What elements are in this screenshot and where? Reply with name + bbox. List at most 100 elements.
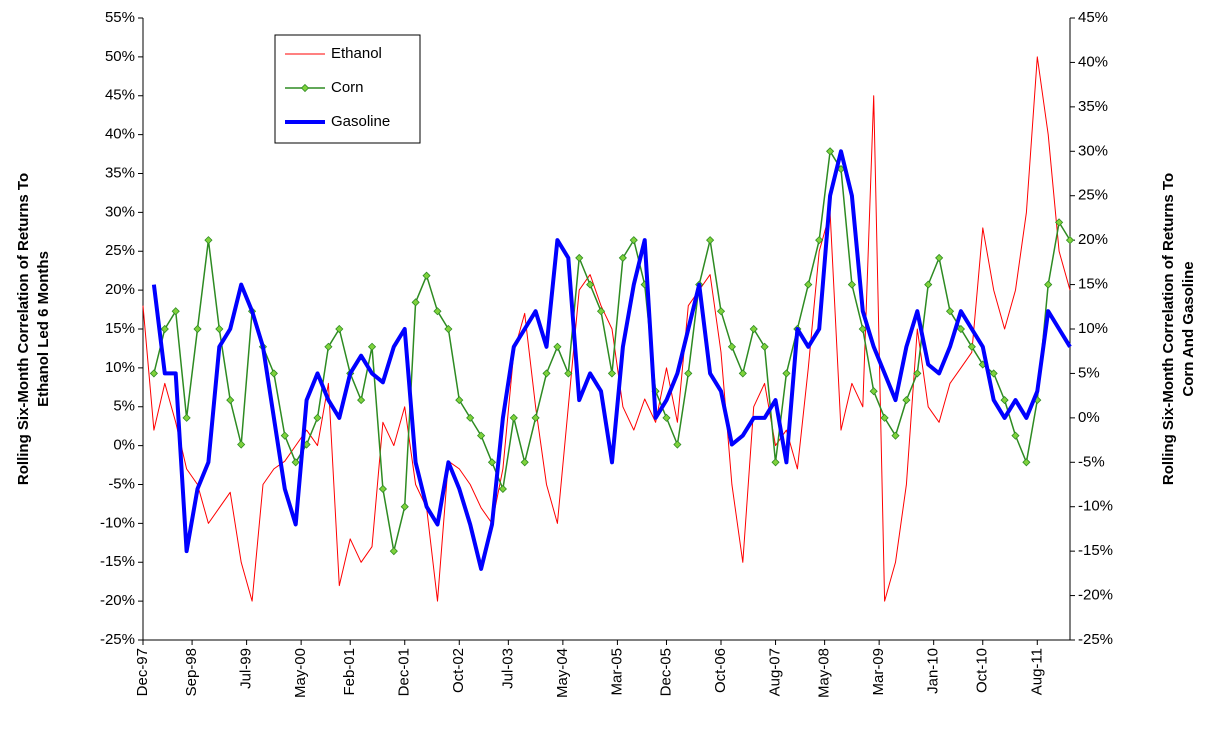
series-marker: [291, 458, 300, 467]
y2-tick-label: 15%: [1078, 276, 1108, 293]
series-marker: [749, 324, 758, 334]
series-marker: [684, 369, 693, 378]
series-marker: [1011, 431, 1020, 440]
x-tick-label: Sep-98: [183, 648, 200, 696]
y2-axis-title: Rolling Six-Month Correlation of Returns…: [1160, 173, 1197, 485]
series-marker: [858, 324, 867, 334]
series-marker: [575, 253, 584, 262]
x-tick-label: Jul-03: [499, 648, 516, 689]
series-marker: [706, 236, 715, 245]
series-marker: [847, 280, 856, 289]
y-axis-title-line: Rolling Six-Month Correlation of Returns…: [15, 173, 32, 485]
series-line: [151, 149, 1072, 571]
y-axis-title: Rolling Six-Month Correlation of Returns…: [15, 173, 52, 485]
y-tick-label: 20%: [105, 281, 135, 298]
series-marker: [498, 484, 507, 494]
y2-tick-label: 0%: [1078, 409, 1100, 426]
series-marker: [662, 413, 671, 422]
y2-tick-label: -25%: [1078, 631, 1113, 648]
series-line: [142, 56, 1071, 602]
y2-tick-label: 30%: [1078, 142, 1108, 159]
series-marker: [586, 280, 595, 289]
y-tick-label: 30%: [105, 203, 135, 220]
x-tick-label: Mar-09: [870, 648, 887, 696]
series-marker: [1044, 280, 1053, 289]
series-marker: [956, 324, 966, 334]
y-tick-label: 10%: [105, 359, 135, 376]
series-line: [153, 150, 1071, 552]
y-tick-label: -25%: [100, 631, 135, 648]
y-axis-title-line: Ethanol Led 6 Months: [35, 251, 52, 407]
y2-tick-label: 45%: [1078, 9, 1108, 26]
series-marker: [542, 369, 551, 378]
legend-marker: [300, 83, 310, 93]
x-tick-label: Dec-05: [657, 648, 674, 696]
series-marker: [553, 342, 562, 351]
x-tick-label: Dec-01: [396, 648, 413, 696]
y2-tick-label: -20%: [1078, 587, 1113, 604]
x-tick-label: Oct-10: [974, 648, 991, 693]
y2-tick-label: -5%: [1078, 453, 1105, 470]
y2-tick-label: 5%: [1078, 364, 1100, 381]
series-marker: [782, 369, 791, 378]
x-tick-label: Mar-05: [608, 648, 625, 696]
series-marker: [193, 324, 202, 334]
series-marker: [989, 369, 998, 378]
series-marker: [607, 369, 617, 378]
series-marker: [618, 253, 627, 262]
y-tick-label: 5%: [113, 398, 135, 415]
series-marker: [389, 547, 398, 556]
x-tick-label: Jan-10: [925, 648, 942, 694]
x-tick-label: Oct-02: [450, 648, 467, 693]
series-marker: [673, 440, 682, 449]
y2-tick-label: 35%: [1078, 98, 1108, 115]
series-marker: [335, 324, 344, 334]
y-tick-label: 45%: [105, 87, 135, 104]
series-marker: [913, 369, 922, 378]
x-tick-label: Feb-01: [341, 648, 358, 696]
series-marker: [215, 324, 224, 334]
series-marker: [433, 307, 442, 316]
series-marker: [1055, 218, 1064, 227]
y-tick-label: -15%: [100, 553, 135, 570]
series-marker: [466, 413, 475, 422]
x-tick-label: Aug-11: [1028, 648, 1045, 695]
series-marker: [171, 307, 180, 316]
y2-tick-label: 25%: [1078, 187, 1108, 204]
series-marker: [1000, 396, 1009, 405]
series-marker: [945, 307, 955, 316]
series-marker: [771, 458, 780, 467]
series-marker: [204, 236, 213, 245]
y-tick-label: 25%: [105, 242, 135, 259]
y2-tick-label: -10%: [1078, 498, 1113, 515]
x-tick-label: Jul-99: [238, 648, 255, 689]
series-marker: [324, 342, 333, 351]
series-marker: [378, 484, 387, 494]
y2-tick-label: 10%: [1078, 320, 1108, 337]
series-marker: [924, 280, 933, 289]
series-marker: [891, 431, 900, 440]
series-marker: [1022, 458, 1031, 467]
legend-label: Corn: [331, 79, 364, 96]
y-tick-label: 0%: [113, 437, 135, 454]
series-marker: [455, 396, 464, 405]
y2-tick-label: 20%: [1078, 231, 1108, 248]
x-tick-label: Dec-97: [134, 648, 151, 696]
series-marker: [313, 413, 322, 422]
series-marker: [902, 396, 911, 405]
series-marker: [826, 147, 835, 156]
series-marker: [596, 307, 606, 316]
series-marker: [149, 369, 158, 378]
series-marker: [815, 236, 824, 245]
series-marker: [400, 502, 409, 511]
series-marker: [226, 396, 235, 405]
legend-box: [274, 34, 421, 144]
series-marker: [880, 413, 889, 422]
series-marker: [509, 413, 518, 422]
series-marker: [237, 440, 246, 449]
y-tick-label: 40%: [105, 126, 135, 143]
series-marker: [804, 280, 813, 289]
series-marker: [1065, 236, 1075, 245]
y2-axis-title-line: Corn And Gasoline: [1180, 261, 1197, 396]
